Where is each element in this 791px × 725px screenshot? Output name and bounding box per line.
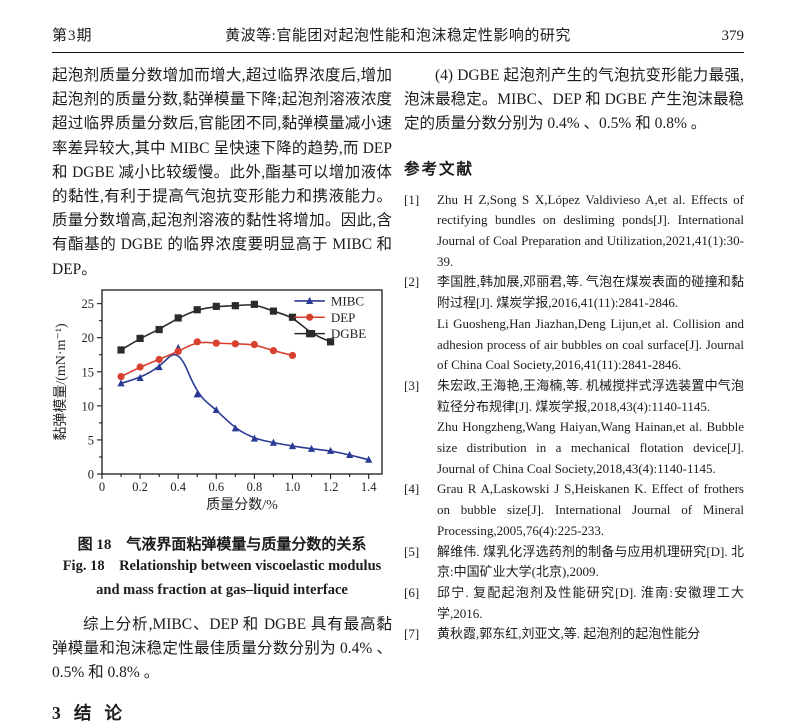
reference-text: 黄秋霞,郭东红,刘亚文,等. 起泡剂的起泡性能分 xyxy=(437,626,701,642)
svg-text:0: 0 xyxy=(88,467,94,481)
svg-text:0.8: 0.8 xyxy=(247,480,263,494)
svg-text:0.2: 0.2 xyxy=(132,480,148,494)
svg-text:DGBE: DGBE xyxy=(331,326,366,341)
running-title: 黄波等:官能团对起泡性能和泡沫稳定性影响的研究 xyxy=(225,28,571,44)
right-column: (4) DGBE 起泡剂产生的气泡抗变形能力最强,泡沫最稳定。MIBC、DEP … xyxy=(404,64,744,725)
svg-text:5: 5 xyxy=(88,433,94,447)
figure-caption-en-line1: Fig. 18 Relationship between viscoelasti… xyxy=(62,557,382,574)
svg-text:1.0: 1.0 xyxy=(285,480,301,494)
figure-caption-zh: 图 18 气液界面粘弹模量与质量分数的关系 xyxy=(77,536,367,553)
reference-text: Grau R A,Laskowski J S,Heiskanen K. Effe… xyxy=(437,481,744,538)
header-rule xyxy=(52,52,744,53)
reference-item: [7] 黄秋霞,郭东红,刘亚文,等. 起泡剂的起泡性能分 xyxy=(404,624,744,645)
references-heading: 参考文献 xyxy=(404,160,475,178)
reference-label: [5] xyxy=(404,543,420,559)
references-list: [1] Zhu H Z,Song S X,López Valdivieso A,e… xyxy=(404,190,744,645)
svg-text:1.2: 1.2 xyxy=(323,480,339,494)
reference-label: [6] xyxy=(404,584,420,600)
reference-text: 邱宁. 复配起泡剂及性能研究[D]. 淮南:安徽理工大学,2016. xyxy=(437,584,744,621)
conclusion-item-4: (4) DGBE 起泡剂产生的气泡抗变形能力最强,泡沫最稳定。MIBC、DEP … xyxy=(404,67,744,133)
figure-18: 0 0.2 0.4 0.6 0.8 1.0 1.2 1.4 0 5 10 15 20 25 质量分数/% 黏弹… xyxy=(52,284,392,602)
reference-item: [3] 朱宏政,王海艳,王海楠,等. 机械搅拌式浮选装置中气泡粒径分布规律[J].… xyxy=(404,376,744,480)
svg-text:DEP: DEP xyxy=(331,310,356,325)
figure-caption-en-line2: and mass fraction at gas–liquid interfac… xyxy=(96,581,348,598)
summary-paragraph: 综上分析,MIBC、DEP 和 DGBE 具有最高黏弹模量和泡沫稳定性最佳质量分… xyxy=(52,615,392,682)
reference-text: 李国胜,韩加展,邓丽君,等. 气泡在煤炭表面的碰撞和黏附过程[J]. 煤炭学报,… xyxy=(437,274,744,373)
reference-label: [1] xyxy=(404,191,420,207)
reference-label: [4] xyxy=(404,481,420,497)
figure-18-chart: 0 0.2 0.4 0.6 0.8 1.0 1.2 1.4 0 5 10 15 20 25 质量分数/% 黏弹… xyxy=(53,289,383,513)
svg-text:黏弹模量/(mN·m⁻¹): 黏弹模量/(mN·m⁻¹) xyxy=(53,323,69,441)
svg-text:MIBC: MIBC xyxy=(331,293,364,308)
two-column-body: 起泡剂质量分数增加而增大,超过临界浓度后,增加起泡剂的质量分数,黏弹模量下降;起… xyxy=(52,64,744,725)
reference-label: [3] xyxy=(404,377,420,393)
reference-label: [7] xyxy=(404,626,420,642)
svg-text:0: 0 xyxy=(99,480,105,494)
reference-label: [2] xyxy=(404,274,420,290)
svg-text:20: 20 xyxy=(82,331,95,345)
page-header: 第3期 黄波等:官能团对起泡性能和泡沫稳定性影响的研究 379 xyxy=(52,24,744,45)
section-heading-conclusion: 3 结 论 xyxy=(52,703,122,724)
svg-text:15: 15 xyxy=(82,365,95,379)
page-number: 379 xyxy=(721,28,745,44)
svg-text:质量分数/%: 质量分数/% xyxy=(206,497,278,513)
svg-text:0.6: 0.6 xyxy=(208,480,224,494)
reference-item: [1] Zhu H Z,Song S X,López Valdivieso A,e… xyxy=(404,190,744,273)
reference-item: [6] 邱宁. 复配起泡剂及性能研究[D]. 淮南:安徽理工大学,2016. xyxy=(404,583,744,624)
reference-item: [2] 李国胜,韩加展,邓丽君,等. 气泡在煤炭表面的碰撞和黏附过程[J]. 煤炭… xyxy=(404,272,744,376)
reference-text: 朱宏政,王海艳,王海楠,等. 机械搅拌式浮选装置中气泡粒径分布规律[J]. 煤炭… xyxy=(437,377,744,476)
reference-text: Zhu H Z,Song S X,López Valdivieso A,et a… xyxy=(437,191,744,269)
reference-item: [5] 解维伟. 煤乳化浮选药剂的制备与应用机理研究[D]. 北京:中国矿业大学(… xyxy=(404,542,744,583)
svg-text:10: 10 xyxy=(82,399,95,413)
svg-text:25: 25 xyxy=(82,297,95,311)
reference-text: 解维伟. 煤乳化浮选药剂的制备与应用机理研究[D]. 北京:中国矿业大学(北京)… xyxy=(437,543,744,580)
body-paragraph-continued: 起泡剂质量分数增加而增大,超过临界浓度后,增加起泡剂的质量分数,黏弹模量下降;起… xyxy=(52,67,392,278)
svg-text:1.4: 1.4 xyxy=(361,480,377,494)
left-column: 起泡剂质量分数增加而增大,超过临界浓度后,增加起泡剂的质量分数,黏弹模量下降;起… xyxy=(52,64,392,725)
reference-item: [4] Grau R A,Laskowski J S,Heiskanen K. E… xyxy=(404,479,744,541)
svg-text:0.4: 0.4 xyxy=(170,480,186,494)
issue-number: 第3期 xyxy=(52,28,93,44)
